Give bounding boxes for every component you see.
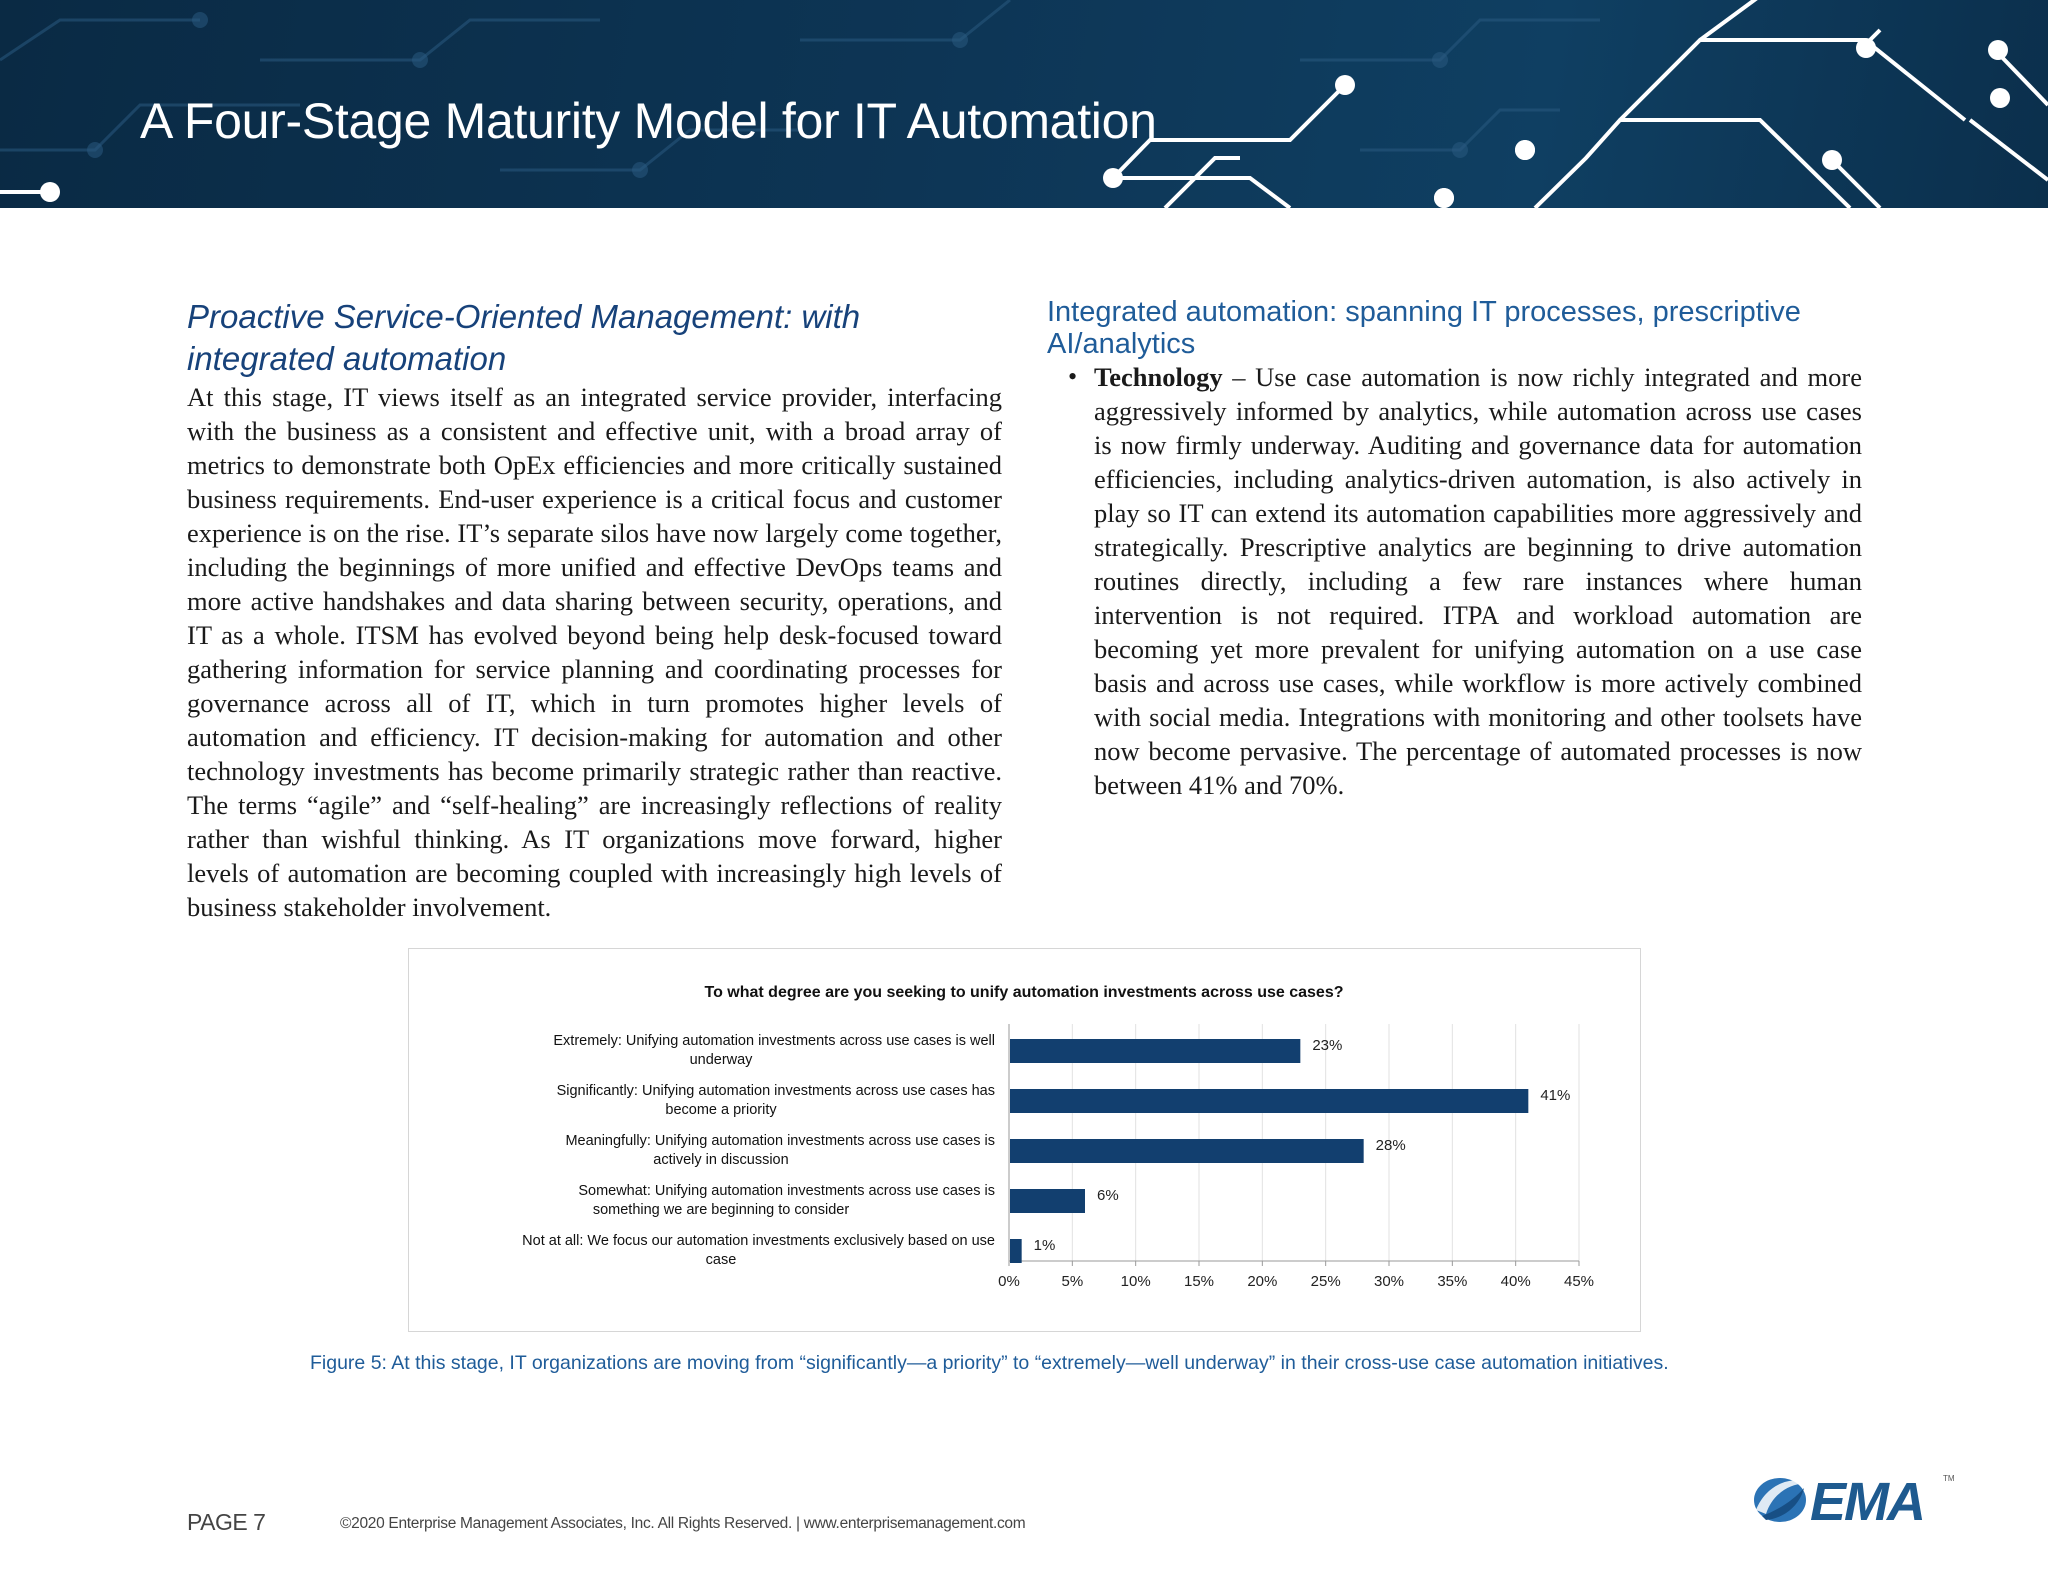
x-tick-label: 10% <box>1121 1273 1151 1290</box>
technology-bullet-text: Technology – Use case automation is now … <box>1094 360 1862 802</box>
x-tick-label: 40% <box>1501 1273 1531 1290</box>
left-section-heading: Proactive Service-Oriented Management: w… <box>187 298 861 377</box>
technology-bullet: • Technology – Use case automation is no… <box>1047 360 1862 802</box>
category-label-line: Significantly: Unifying automation inves… <box>557 1083 995 1099</box>
x-tick-label: 0% <box>998 1273 1020 1290</box>
category-label: Somewhat: Unifying automation investment… <box>578 1183 995 1218</box>
header-banner: A Four-Stage Maturity Model for IT Autom… <box>0 0 2048 208</box>
x-tick-label: 30% <box>1374 1273 1404 1290</box>
x-tick-label: 35% <box>1437 1273 1467 1290</box>
bar <box>1010 1089 1529 1113</box>
data-label: 41% <box>1540 1087 1570 1104</box>
figure-caption: Figure 5: At this stage, IT organization… <box>310 1352 1669 1374</box>
page-number: PAGE 7 <box>187 1509 266 1535</box>
copyright-notice: ©2020 Enterprise Management Associates, … <box>340 1515 1026 1532</box>
bar-chart: To what degree are you seeking to unify … <box>522 984 1594 1290</box>
bullet-description: – Use case automation is now richly inte… <box>1094 362 1862 800</box>
right-section-heading: Integrated automation: spanning IT proce… <box>1047 296 1801 360</box>
x-tick-label: 15% <box>1184 1273 1214 1290</box>
logo-wordmark: EMA <box>1810 1472 1926 1532</box>
data-label: 28% <box>1376 1137 1406 1154</box>
category-label-line: something we are beginning to consider <box>593 1202 849 1218</box>
ema-swoosh-icon <box>1754 1478 1808 1522</box>
bar <box>1010 1239 1022 1263</box>
ema-logo: EMA TM <box>1748 1470 1955 1534</box>
x-tick-label: 20% <box>1247 1273 1277 1290</box>
bar <box>1010 1189 1085 1213</box>
x-tick-label: 25% <box>1311 1273 1341 1290</box>
left-column: Proactive Service-Oriented Management: w… <box>187 296 1002 924</box>
data-label: 23% <box>1312 1037 1342 1054</box>
bullet-term: Technology <box>1094 362 1223 392</box>
category-label-line: underway <box>690 1052 754 1068</box>
category-label-line: case <box>706 1252 737 1268</box>
category-label: Extremely: Unifying automation investmen… <box>553 1033 995 1068</box>
data-label: 6% <box>1097 1187 1119 1204</box>
category-label: Significantly: Unifying automation inves… <box>557 1083 995 1118</box>
page-title: A Four-Stage Maturity Model for IT Autom… <box>140 93 1157 149</box>
bullet-icon: • <box>1068 362 1078 391</box>
category-label: Not at all: We focus our automation inve… <box>522 1233 995 1268</box>
chart-title: To what degree are you seeking to unify … <box>704 984 1343 1001</box>
right-column: Integrated automation: spanning IT proce… <box>1047 296 1862 802</box>
x-tick-label: 45% <box>1564 1273 1594 1290</box>
x-tick-label: 5% <box>1061 1273 1083 1290</box>
circuit-decoration <box>0 0 2048 208</box>
bar <box>1010 1039 1301 1063</box>
category-label-line: Somewhat: Unifying automation investment… <box>578 1183 995 1199</box>
category-label-line: become a priority <box>665 1102 777 1118</box>
category-label-line: Not at all: We focus our automation inve… <box>522 1233 995 1249</box>
category-label: Meaningfully: Unifying automation invest… <box>565 1133 995 1168</box>
category-label-line: Extremely: Unifying automation investmen… <box>553 1033 995 1049</box>
bar-chart-frame: To what degree are you seeking to unify … <box>408 948 1641 1332</box>
left-body-paragraph: At this stage, IT views itself as an int… <box>187 382 1002 922</box>
logo-trademark: TM <box>1943 1474 1955 1483</box>
category-label-line: Meaningfully: Unifying automation invest… <box>565 1133 995 1149</box>
data-label: 1% <box>1034 1237 1056 1254</box>
bar <box>1010 1139 1364 1163</box>
category-label-line: actively in discussion <box>653 1152 788 1168</box>
